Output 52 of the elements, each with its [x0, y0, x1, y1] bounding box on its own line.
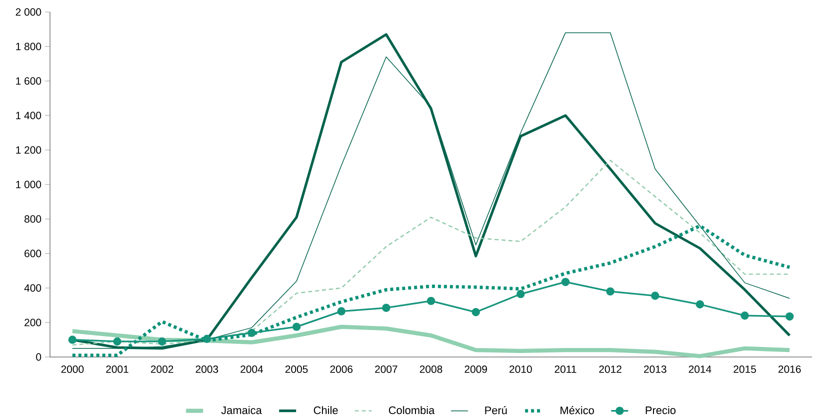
x-tick-label: 2005	[285, 366, 308, 373]
x-tick-label: 2007	[375, 366, 398, 373]
y-tick-label: 1 600	[16, 77, 42, 85]
y-tick-label: 1 000	[16, 180, 42, 188]
y-tick-label: 1 200	[16, 146, 42, 154]
x-tick-label: 2016	[778, 366, 801, 373]
point	[740, 311, 749, 320]
x-tick-label: 2013	[644, 366, 666, 373]
point	[516, 290, 525, 298]
x-tick-label: 2011	[554, 366, 576, 373]
legend-label: Jamaica	[221, 406, 262, 414]
point	[561, 278, 570, 286]
point	[292, 322, 301, 331]
y-tick-label: 1 800	[16, 42, 42, 50]
point	[113, 337, 122, 346]
point	[68, 336, 77, 344]
point	[382, 304, 390, 312]
y-tick-label: 200	[24, 318, 42, 326]
point	[472, 308, 480, 316]
x-tick-label: 2000	[61, 366, 84, 373]
x-tick-label: 2006	[330, 366, 353, 373]
line-series	[70, 224, 792, 357]
y-tick-label: 2 000	[16, 8, 42, 16]
y-tick-label: 600	[24, 250, 42, 258]
x-tick-label: 2004	[240, 366, 264, 373]
point	[651, 292, 660, 300]
x-tick-label: 2009	[464, 366, 487, 373]
point	[158, 337, 166, 346]
y-tick-label: 800	[24, 215, 42, 223]
legend-label: Colombia	[388, 406, 435, 414]
point	[337, 307, 346, 316]
x-tick-label: 2012	[599, 366, 622, 373]
x-tick-label: 2002	[150, 366, 174, 373]
legend-label: Precio	[646, 406, 676, 414]
legend-label: México	[560, 406, 594, 414]
point	[248, 328, 256, 337]
point	[606, 287, 614, 296]
x-tick-label: 2008	[420, 366, 442, 373]
y-tick-label: 0	[36, 353, 42, 361]
legend-label: Perú	[485, 406, 507, 414]
y-tick-label: 1 400	[16, 112, 42, 120]
x-tick-label: 2001	[106, 366, 128, 373]
point	[696, 300, 704, 308]
x-tick-label: 2003	[196, 366, 218, 373]
x-tick-label: 2014	[688, 366, 712, 373]
legend-label: Chile	[314, 406, 338, 414]
point	[426, 296, 436, 306]
y-tick-label: 400	[24, 284, 42, 292]
x-tick-label: 2015	[734, 366, 756, 373]
point	[202, 334, 211, 343]
point	[785, 312, 794, 321]
x-tick-label: 2010	[510, 366, 532, 373]
